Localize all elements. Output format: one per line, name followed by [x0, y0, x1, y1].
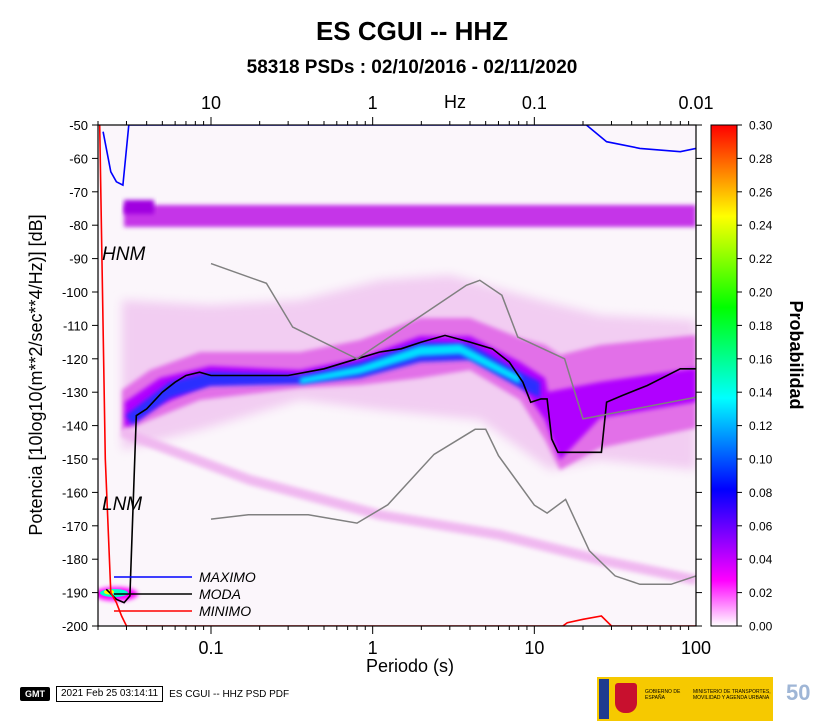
y-tick-label: -110	[63, 318, 88, 333]
y-tick-label: -100	[62, 285, 88, 300]
x-tick-label: 10	[524, 638, 544, 658]
gmt-logo: GMT	[20, 687, 50, 701]
y-tick-label: -200	[62, 619, 88, 634]
anniversary-number: 50	[786, 680, 811, 705]
colorbar-tick-label: 0.18	[749, 319, 773, 333]
colorbar-label: Probabilidad	[786, 300, 806, 409]
density-diagonal	[120, 427, 696, 585]
colorbar-tick-label: 0.00	[749, 620, 773, 634]
density-ridge	[126, 342, 540, 425]
plot-frame	[97, 124, 697, 627]
colorbar-tick-label: 0.28	[749, 152, 773, 166]
colorbar-tick-label: 0.24	[749, 219, 773, 233]
colorbar-tick-label: 0.30	[749, 119, 773, 133]
legend-label: MODA	[199, 586, 241, 602]
top-tick-label: 0.01	[678, 93, 713, 113]
top-tick-label: 0.1	[522, 93, 547, 113]
colorbar-tick-label: 0.14	[749, 386, 773, 400]
y-tick-label: -170	[62, 519, 88, 534]
colorbar-tick-label: 0.06	[749, 519, 773, 533]
anniversary-logo: 50	[784, 680, 820, 718]
chart-title: ES CGUI -- HHZ	[315, 16, 509, 46]
colorbar-tick-label: 0.22	[749, 252, 773, 266]
lnm-label: LNM	[102, 494, 142, 515]
series-nlnm	[210, 428, 696, 586]
top-tick-label: 1	[368, 93, 378, 113]
top-axis-unit: Hz	[444, 92, 466, 112]
colorbar-tick-label: 0.20	[749, 286, 773, 300]
axis-layer: -50 -60 -70 -80 -90 -100 -110 -120 -130 -140 -150 -…	[62, 93, 714, 658]
eu-flag-icon	[599, 679, 609, 719]
density-line-75db	[124, 200, 154, 214]
series-minimo	[98, 125, 696, 626]
top-tick-label: 10	[201, 93, 221, 113]
hnm-label: HNM	[102, 244, 145, 265]
y-tick-label: -130	[62, 385, 88, 400]
series-nhnm	[210, 262, 696, 420]
y-tick-label: -140	[62, 419, 88, 434]
x-tick-label: 0.1	[198, 638, 223, 658]
x-axis-label: Periodo (s)	[366, 656, 454, 676]
y-tick-label: -180	[62, 552, 88, 567]
y-tick-label: -150	[62, 452, 88, 467]
colorbar-tick-label: 0.02	[749, 586, 773, 600]
y-tick-label: -70	[69, 185, 88, 200]
caption-text: ES CGUI -- HHZ PSD PDF	[169, 688, 290, 700]
ministry-text: MINISTERIO DE TRANSPORTES, MOVILIDAD Y A…	[693, 689, 771, 701]
chart-subtitle: 58318 PSDs : 02/10/2016 - 02/11/2020	[246, 57, 578, 78]
y-tick-label: -160	[62, 485, 88, 500]
density-band-core	[125, 336, 696, 460]
y-tick-label: -60	[69, 151, 88, 166]
colorbar-ticks: 0.00 0.02 0.04 0.06 0.08 0.10 0.12 0.14 0.16 0.18…	[737, 119, 773, 634]
x-tick-label: 1	[368, 638, 378, 658]
coat-of-arms-icon	[615, 683, 637, 713]
density-line-80db	[124, 205, 696, 227]
colorbar-tick-label: 0.04	[749, 553, 773, 567]
timestamp: 2021 Feb 25 03:14:11	[56, 686, 164, 702]
gob-text: GOBIERNO DE ESPAÑA	[645, 689, 681, 701]
colorbar-tick-label: 0.08	[749, 486, 773, 500]
y-tick-label: -80	[69, 218, 88, 233]
colorbar	[710, 124, 738, 627]
y-tick-label: -120	[62, 352, 88, 367]
colorbar-tick-label: 0.10	[749, 453, 773, 467]
density-peak	[300, 344, 520, 384]
colorbar-tick-label: 0.16	[749, 352, 773, 366]
colorbar-tick-label: 0.12	[749, 419, 773, 433]
y-tick-label: -190	[62, 586, 88, 601]
x-tick-label: 100	[681, 638, 711, 658]
y-axis-label: Potencia [10log10(m**2/sec**4/Hz)] [dB]	[26, 214, 46, 535]
footer-caption: GMT 2021 Feb 25 03:14:11 ES CGUI -- HHZ …	[20, 686, 289, 702]
y-tick-label: -50	[69, 118, 88, 133]
legend-label: MAXIMO	[199, 569, 256, 585]
series-layer	[98, 125, 696, 626]
series-maximo	[102, 125, 696, 187]
government-logo: GOBIERNO DE ESPAÑA MINISTERIO DE TRANSPO…	[597, 677, 773, 721]
series-moda	[105, 334, 696, 604]
colorbar-tick-label: 0.26	[749, 185, 773, 199]
y-tick-label: -90	[69, 252, 88, 267]
legend-label: MINIMO	[199, 603, 251, 619]
density-layer	[98, 200, 696, 601]
